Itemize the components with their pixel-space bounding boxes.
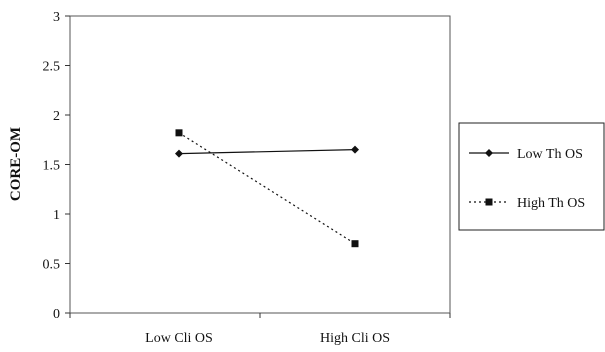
y-tick-label: 2.5 (43, 60, 61, 75)
series-line (178, 132, 356, 245)
y-axis-title: CORE-OM (8, 127, 24, 201)
legend-label: High Th OS (517, 196, 585, 211)
legend-marker (485, 149, 493, 157)
series-2 (175, 129, 359, 248)
data-point-marker (175, 129, 183, 137)
legend-label: Low Th OS (517, 147, 583, 162)
data-point-marker (351, 145, 359, 154)
legend-box (458, 122, 605, 231)
y-tick-label: 0 (53, 307, 60, 322)
legend-marker (485, 198, 493, 206)
axes: 0 0.5 1 1.5 2 2.5 3 Low Cli OS High Cli OS (43, 10, 451, 346)
data-point-marker (351, 240, 359, 248)
plot-area-frame (69, 15, 451, 314)
data-point-marker (175, 149, 183, 158)
y-tick-label: 3 (53, 10, 60, 25)
y-tick-label: 0.5 (43, 258, 61, 273)
y-tick-label: 1.5 (43, 159, 61, 174)
series-layer (175, 129, 359, 248)
series-line (178, 149, 356, 155)
x-tick-label: High Cli OS (320, 331, 390, 346)
series-1 (175, 145, 359, 158)
y-tick-label: 1 (53, 208, 60, 223)
legend: Low Th OS High Th OS (458, 122, 605, 231)
y-tick-label: 2 (53, 109, 60, 124)
x-tick-label: Low Cli OS (145, 331, 213, 346)
